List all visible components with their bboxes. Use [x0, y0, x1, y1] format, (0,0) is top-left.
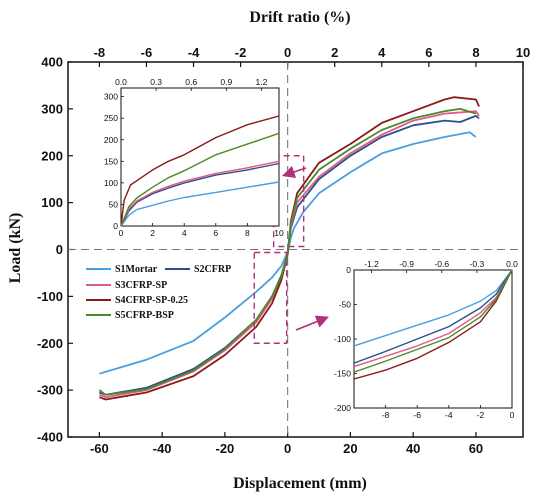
legend-label: S2CFRP — [194, 264, 231, 275]
inset-x-tick-label: 4 — [182, 228, 187, 238]
inset-series-line-s3cfrp-sp — [120, 160, 280, 227]
inset-series-line-s4cfrp-sp-0-25 — [353, 269, 513, 380]
main-axis-ticks: -60 -40 -20 0 20 40 60-400-300-200-10001002003… — [37, 45, 530, 456]
inset-x-tick-label: -6 — [413, 410, 421, 420]
inset-y-tick-label: -50 — [339, 300, 352, 310]
x-tick-label: 40 — [406, 441, 420, 456]
y-tick-label: 300 — [41, 101, 63, 116]
inset-y-tick-label: -100 — [334, 334, 351, 344]
top-tick-label: 2 — [331, 45, 338, 60]
x-axis-title: Displacement (mm) — [233, 475, 367, 492]
top-tick-label: 6 — [425, 45, 432, 60]
inset-y-tick-label: 200 — [104, 135, 118, 145]
inset-y-tick-label: 100 — [104, 178, 118, 188]
series-line-s1mortar — [99, 131, 477, 375]
inset-top-tick-label: 0.9 — [220, 77, 232, 87]
y-tick-label: -400 — [37, 430, 63, 445]
inset-series-line-s5cfrp-bsp — [120, 132, 280, 227]
inset-x-tick-label: -8 — [382, 410, 390, 420]
legend-label: S1Mortar — [115, 264, 158, 275]
legend-label: S3CFRP-SP — [115, 280, 167, 291]
legend-label: S5CFRP-BSP — [115, 310, 174, 321]
y-tick-label: 200 — [41, 148, 63, 163]
inset-x-tick-label: 0 — [119, 228, 124, 238]
main-series-group — [98, 96, 480, 401]
x-tick-label: -40 — [153, 441, 172, 456]
legend: S1Mortar S2CFRP S3CFRP-SP S4CFRP-SP-0.25 S5C… — [86, 264, 231, 321]
inset-series-line-s1mortar — [120, 181, 280, 227]
top-tick-label: -8 — [94, 45, 106, 60]
inset-y-tick-label: 50 — [109, 199, 119, 209]
series-line-s5cfrp-bsp — [98, 108, 477, 396]
y-axis-title: Load (kN) — [7, 213, 24, 284]
inset-top-tick-label: 1.2 — [256, 77, 268, 87]
inset-frame — [120, 87, 280, 227]
zoom-highlights — [253, 155, 329, 344]
top-tick-label: -6 — [141, 45, 153, 60]
inset-series-line-s5cfrp-bsp — [353, 269, 513, 373]
inset-series-line-s2cfrp — [353, 269, 513, 364]
inset-x-tick-label: 2 — [150, 228, 155, 238]
inset-y-tick-label: -200 — [334, 403, 351, 413]
inset-x-tick-label: -4 — [445, 410, 453, 420]
x-tick-label: 0 — [284, 441, 291, 456]
x-tick-label: -60 — [90, 441, 109, 456]
top-tick-label: -2 — [235, 45, 247, 60]
inset-series-line-s2cfrp — [120, 162, 280, 227]
y-tick-label: -200 — [37, 336, 63, 351]
inset-x-tick-label: 0 — [510, 410, 515, 420]
inset-x-tick-label: -2 — [477, 410, 485, 420]
inset-top-tick-label: 0.6 — [185, 77, 197, 87]
top-tick-label: 4 — [378, 45, 386, 60]
inset-top-tick-label: -0.6 — [434, 259, 449, 269]
inset-top-tick-label: 0.3 — [150, 77, 162, 87]
zoom-arrow-positive — [281, 165, 307, 179]
inset-x-tick-label: 6 — [213, 228, 218, 238]
y-tick-label: 400 — [41, 55, 63, 70]
zoom-box-negative — [253, 251, 288, 344]
inset-y-tick-label: -150 — [334, 369, 351, 379]
inset-y-tick-label: 250 — [104, 113, 118, 123]
inset-y-tick-label: 0 — [346, 265, 351, 275]
x-tick-label: 60 — [469, 441, 483, 456]
y-tick-label: 100 — [41, 195, 63, 210]
top-tick-label: -4 — [188, 45, 200, 60]
y-tick-label: -100 — [37, 289, 63, 304]
inset-bottom-group: -8 -6 -4 -2 0 -200 -150 -100 -50 0 -1.2 -0.9 -0.6 -0.… — [334, 259, 518, 420]
inset-top-tick-label: -0.3 — [470, 259, 485, 269]
top-axis-title: Drift ratio (%) — [249, 9, 350, 26]
inset-x-tick-label: 10 — [274, 228, 284, 238]
inset-y-tick-label: 150 — [104, 156, 118, 166]
zoom-arrow-negative — [295, 315, 329, 331]
inset-series-line-s4cfrp-sp-0-25 — [120, 115, 280, 227]
top-tick-label: 10 — [516, 45, 530, 60]
inset-y-tick-label: 0 — [113, 221, 118, 231]
x-tick-label: 20 — [343, 441, 357, 456]
x-tick-label: -20 — [215, 441, 234, 456]
inset-series-line-s1mortar — [353, 269, 513, 347]
top-tick-label: 8 — [472, 45, 479, 60]
inset-top-tick-label: -0.9 — [399, 259, 414, 269]
legend-label: S4CFRP-SP-0.25 — [115, 295, 188, 306]
y-tick-label: 0 — [56, 242, 63, 257]
y-tick-label: -300 — [37, 383, 63, 398]
inset-top-tick-label: -1.2 — [364, 259, 379, 269]
top-tick-label: 0 — [284, 45, 291, 60]
zoom-box-positive — [272, 155, 305, 248]
inset-top-tick-label: 0.0 — [506, 259, 518, 269]
inset-top-tick-label: 0.0 — [115, 77, 127, 87]
inset-x-tick-label: 8 — [245, 228, 250, 238]
inset-y-tick-label: 300 — [104, 92, 118, 102]
